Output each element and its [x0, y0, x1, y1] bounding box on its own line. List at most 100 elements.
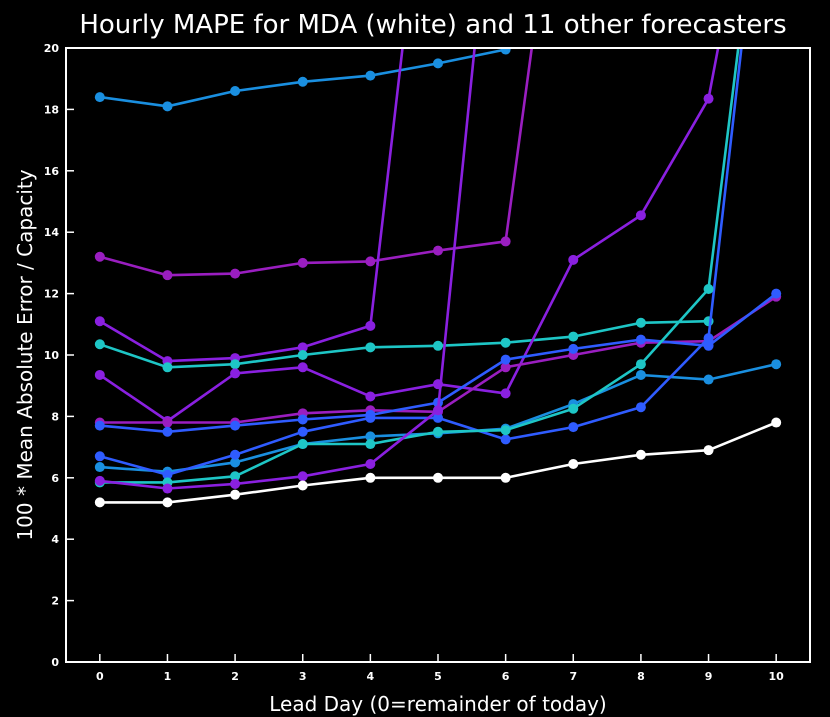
- data-point: [230, 420, 241, 431]
- series-9: [94, 48, 743, 480]
- data-point: [433, 412, 443, 423]
- data-point: [635, 334, 646, 345]
- data-point: [94, 497, 105, 508]
- x-tick-label: 7: [569, 670, 577, 683]
- data-point: [433, 245, 443, 256]
- data-point: [500, 362, 511, 373]
- data-point: [568, 458, 579, 469]
- data-point: [500, 354, 511, 365]
- data-point: [365, 431, 376, 442]
- data-point: [297, 480, 308, 491]
- data-point: [94, 451, 105, 462]
- data-point: [365, 320, 376, 331]
- data-point: [230, 449, 241, 460]
- data-point: [94, 475, 105, 486]
- y-tick-label: 14: [44, 226, 60, 239]
- series-11: [94, 48, 476, 494]
- data-point: [162, 101, 173, 112]
- data-point: [297, 471, 308, 482]
- y-tick-label: 12: [44, 288, 59, 301]
- data-point: [365, 391, 376, 402]
- data-point: [230, 478, 241, 489]
- data-point: [433, 426, 443, 437]
- data-point: [500, 425, 511, 436]
- data-point: [500, 337, 511, 348]
- data-point: [703, 374, 714, 385]
- data-point: [703, 283, 714, 294]
- data-point: [230, 471, 241, 482]
- data-point: [297, 414, 308, 425]
- data-point: [162, 469, 173, 480]
- data-point: [771, 288, 782, 299]
- chart-title: Hourly MAPE for MDA (white) and 11 other…: [79, 10, 786, 40]
- data-point: [568, 331, 579, 342]
- data-point: [703, 340, 714, 351]
- data-point: [568, 254, 579, 265]
- data-point: [297, 257, 308, 268]
- y-tick-label: 18: [44, 103, 59, 116]
- x-tick-label: 10: [769, 670, 785, 683]
- data-point: [433, 58, 443, 69]
- y-tick-label: 16: [44, 165, 60, 178]
- data-point: [771, 359, 782, 370]
- y-tick-label: 10: [44, 349, 60, 362]
- x-tick-label: 5: [434, 670, 442, 683]
- series-2: [94, 48, 534, 281]
- y-tick-label: 8: [51, 410, 59, 423]
- data-point: [635, 317, 646, 328]
- data-point: [703, 333, 714, 344]
- data-point: [500, 236, 511, 247]
- data-point: [771, 417, 782, 428]
- data-point: [94, 92, 105, 103]
- y-axis-label: 100 * Mean Absolute Error / Capacity: [13, 169, 37, 540]
- data-point: [94, 420, 105, 431]
- data-point: [94, 316, 105, 327]
- data-point: [162, 362, 173, 373]
- data-point: [162, 483, 173, 494]
- data-point: [635, 359, 646, 370]
- x-tick-label: 0: [96, 670, 104, 683]
- series-0: [94, 417, 782, 508]
- data-point: [297, 362, 308, 373]
- data-point: [230, 368, 241, 379]
- data-point: [365, 256, 376, 267]
- plot-frame: [65, 47, 811, 663]
- data-point: [230, 85, 241, 96]
- y-tick-label: 0: [51, 656, 59, 669]
- data-point: [297, 439, 308, 450]
- data-point: [162, 417, 173, 428]
- data-point: [297, 342, 308, 353]
- series-line: [99, 48, 534, 277]
- data-point: [568, 403, 579, 414]
- data-point: [500, 434, 511, 445]
- data-point: [297, 76, 308, 87]
- data-point: [365, 458, 376, 469]
- data-point: [162, 497, 173, 508]
- series-1: [94, 48, 511, 112]
- data-point: [500, 48, 511, 55]
- x-tick-label: 8: [637, 670, 645, 683]
- data-point: [94, 369, 105, 380]
- data-point: [568, 422, 579, 433]
- data-point: [365, 412, 376, 423]
- data-point: [365, 342, 376, 353]
- data-point: [635, 210, 646, 221]
- data-point: [297, 350, 308, 360]
- data-point: [433, 340, 443, 351]
- series-line: [99, 48, 404, 363]
- x-tick-label: 6: [502, 670, 510, 683]
- data-point: [230, 359, 241, 370]
- data-point: [230, 457, 241, 468]
- data-point: [500, 472, 511, 483]
- series-4: [94, 316, 714, 373]
- x-tick-label: 1: [164, 670, 172, 683]
- data-point: [568, 343, 579, 354]
- data-point: [635, 449, 646, 460]
- y-tick-label: 20: [44, 42, 60, 55]
- data-point: [162, 426, 173, 437]
- data-point: [433, 405, 443, 416]
- data-point: [94, 251, 105, 262]
- y-tick-label: 6: [51, 472, 59, 485]
